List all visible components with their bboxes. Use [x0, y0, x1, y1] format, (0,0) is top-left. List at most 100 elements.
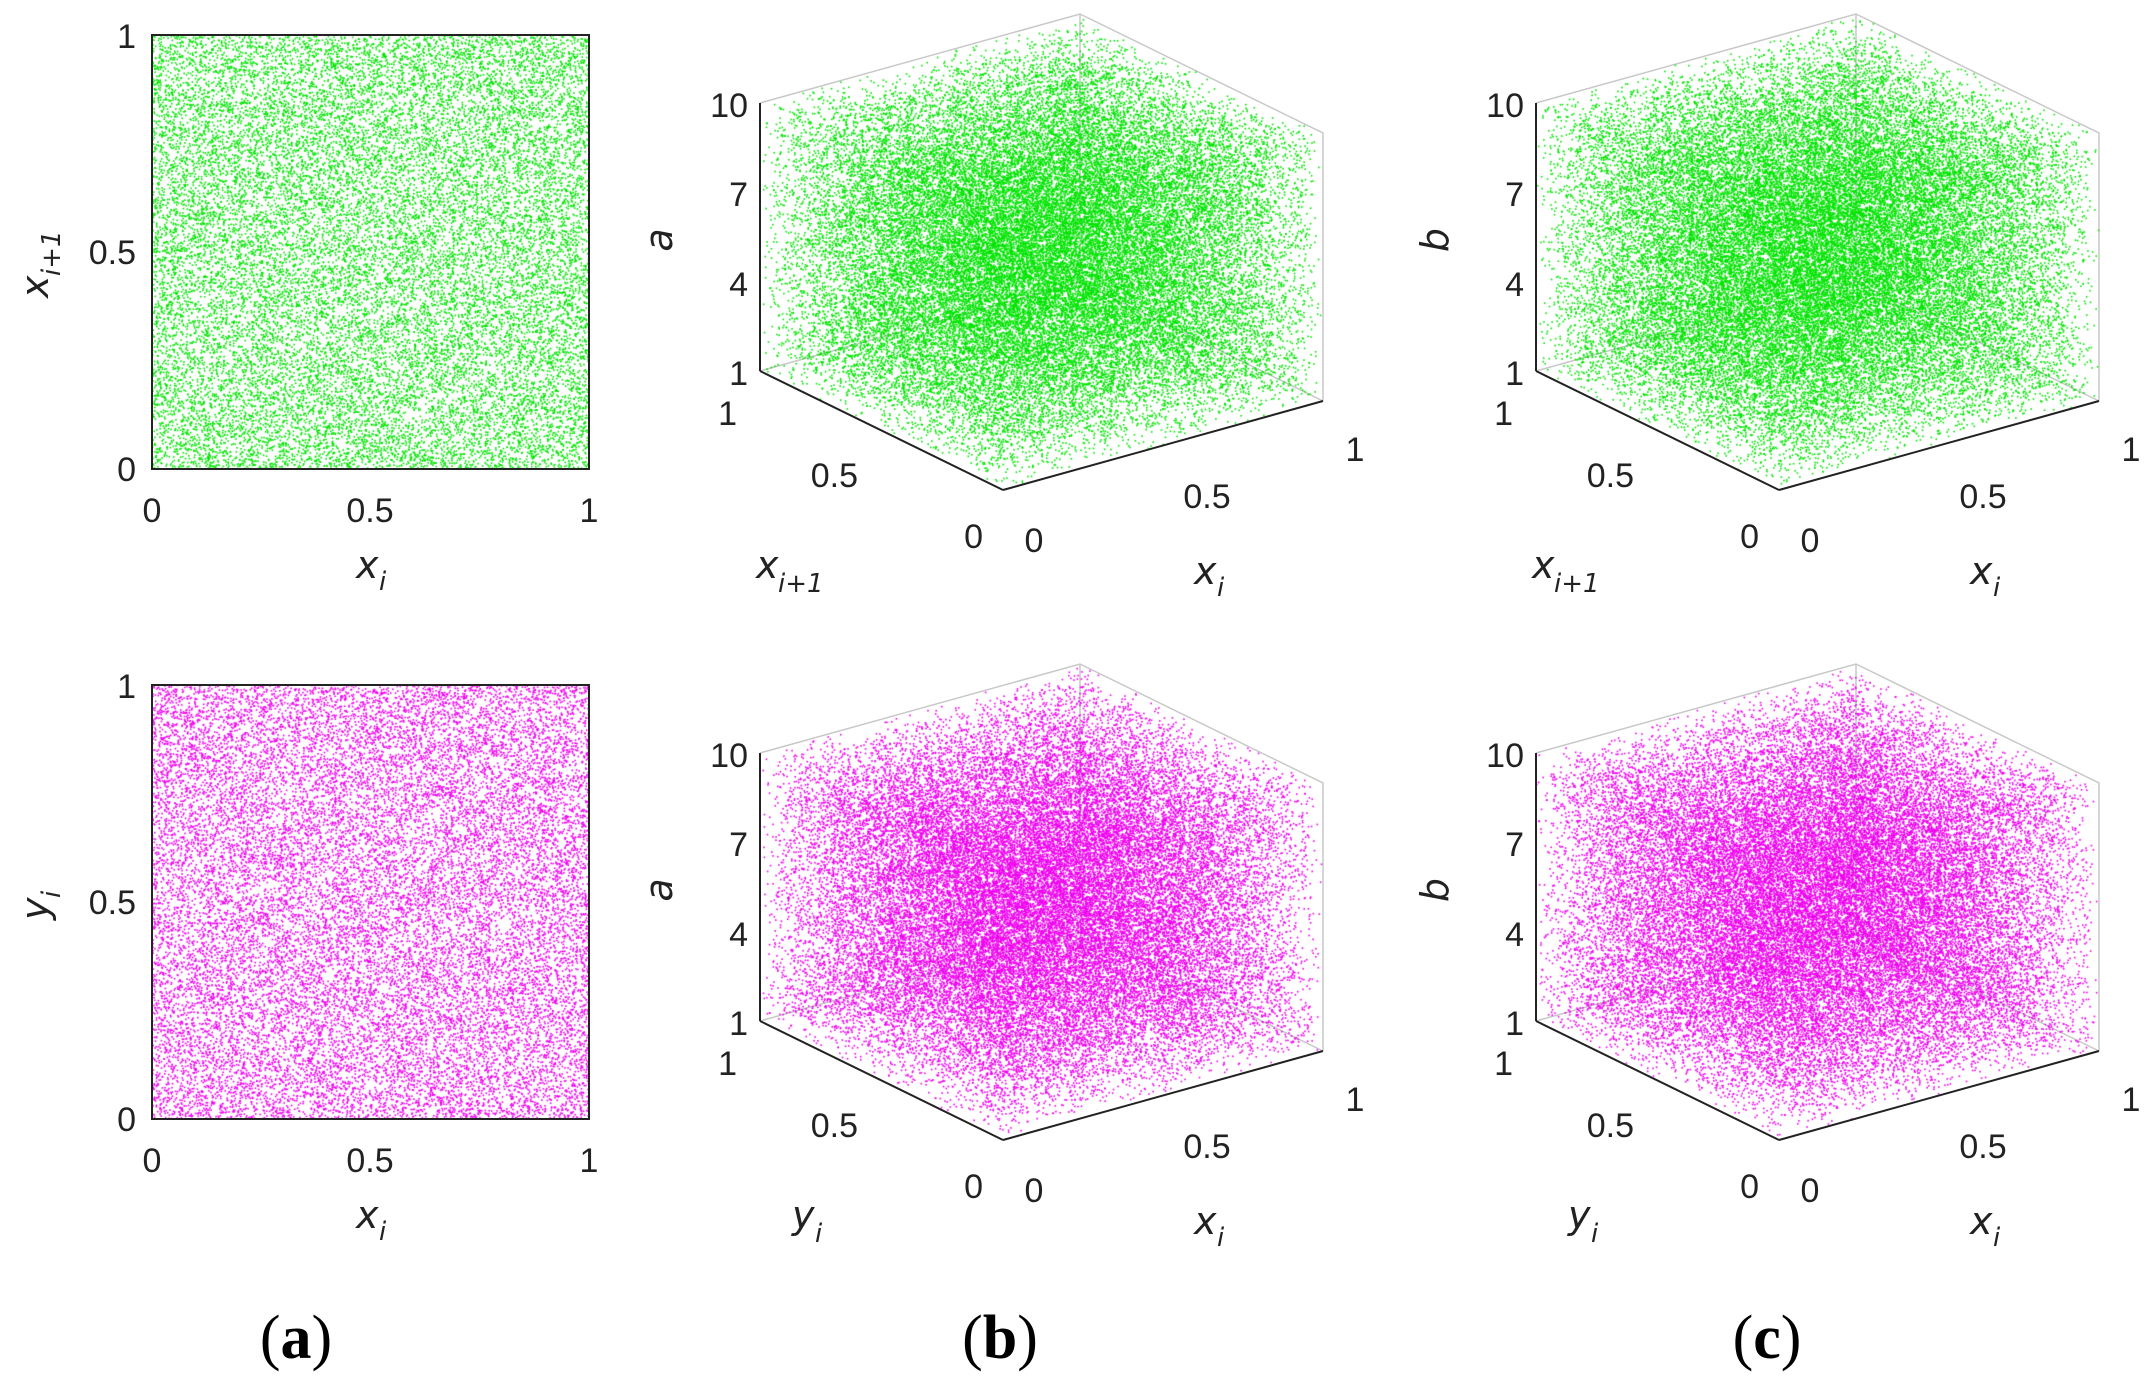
z-axis-label-main: a — [637, 228, 681, 251]
x-axis-label: x i — [355, 543, 387, 597]
x-tick-label: 0 — [1801, 1172, 1820, 1210]
z-axis-label: a — [637, 878, 681, 901]
scatter-points — [740, 650, 1340, 1160]
x-axis-label-sub: i — [379, 1217, 387, 1247]
z-axis-label: a — [637, 228, 681, 251]
z-tick-label: 7 — [1505, 176, 1524, 214]
panel-label-b: (b) — [962, 1304, 1038, 1372]
panel-label-letter: a — [281, 1304, 312, 1372]
y-axis-label-sub: i — [1591, 1219, 1599, 1249]
x-tick-label: 0.5 — [1183, 478, 1230, 516]
panel-label-open: ( — [260, 1304, 281, 1372]
x-axis-label-main: x — [1193, 1199, 1217, 1243]
subplot-b-bottom: 10 7 4 1 1 0.5 0 0 0.5 1 a y i x i — [637, 650, 1364, 1253]
panel-label-letter: b — [983, 1304, 1017, 1372]
z-tick-label: 1 — [729, 355, 748, 393]
subplot-b-top: 10 7 4 1 1 0.5 0 0 0.5 1 a x i+1 x i — [637, 0, 1364, 603]
y-tick-label: 0.5 — [89, 234, 136, 272]
axis-lines — [759, 753, 1324, 1141]
panel-label-open: ( — [1733, 1304, 1754, 1372]
y-axis-label-main: y — [791, 1193, 815, 1237]
x-axis-label-main: x — [1969, 1199, 1993, 1243]
y-axis-label-main: x — [13, 275, 57, 299]
z-axis-label: b — [1413, 878, 1457, 902]
y-tick-label: 1 — [1494, 395, 1513, 433]
x-axis-label-sub: i — [379, 567, 387, 597]
y-tick-label: 0 — [1740, 518, 1759, 556]
y-tick-label: 0 — [964, 1168, 983, 1206]
y-tick-label: 0.5 — [89, 884, 136, 922]
subplot-c-top: 10 7 4 1 1 0.5 0 0 0.5 1 b x i+1 x i — [1413, 0, 2140, 603]
axis-lines — [1535, 103, 2100, 491]
y-tick-label: 0 — [964, 518, 983, 556]
y-tick-label: 0 — [1740, 1168, 1759, 1206]
y-axis-label-sub: i+1 — [1554, 569, 1600, 599]
z-tick-label: 10 — [710, 737, 748, 775]
scatter-points — [152, 685, 589, 1119]
x-axis-label: x i — [1193, 549, 1225, 603]
z-tick-label: 10 — [710, 87, 748, 125]
panel-label-close: ) — [312, 1304, 333, 1372]
x-tick-label: 0.5 — [1959, 478, 2006, 516]
y-axis-label: x i+1 — [1531, 543, 1600, 599]
x-axis-label-main: x — [355, 543, 379, 587]
y-tick-label: 1 — [718, 395, 737, 433]
y-axis-label: y i — [791, 1193, 823, 1249]
y-axis-label-main: y — [13, 897, 57, 921]
x-axis-label-sub: i — [1217, 573, 1225, 603]
z-tick-label: 10 — [1486, 87, 1524, 125]
y-tick-label: 0 — [117, 1101, 136, 1139]
x-axis-label: x i — [1969, 549, 2001, 603]
panel-label-letter: c — [1753, 1304, 1781, 1372]
subplot-c-bottom: 10 7 4 1 1 0.5 0 0 0.5 1 b y i x i — [1413, 650, 2140, 1253]
panel-label-a: (a) — [260, 1304, 332, 1372]
y-tick-label: 0.5 — [811, 1107, 858, 1145]
z-tick-label: 10 — [1486, 737, 1524, 775]
y-tick-label: 1 — [117, 668, 136, 706]
z-axis-label-main: a — [637, 878, 681, 901]
panel-label-open: ( — [962, 1304, 983, 1372]
plot-box — [151, 684, 590, 1120]
x-axis-label-main: x — [1193, 549, 1217, 593]
x-tick-label: 0 — [1025, 1172, 1044, 1210]
axis-lines — [1535, 753, 2100, 1141]
x-tick-label: 0 — [143, 492, 162, 530]
panel-label-c: (c) — [1733, 1304, 1802, 1372]
z-tick-label: 4 — [729, 266, 748, 304]
z-tick-label: 4 — [729, 916, 748, 954]
x-tick-label: 0.5 — [346, 1142, 393, 1180]
y-axis-label-sub: i+1 — [778, 569, 824, 599]
y-tick-label: 0.5 — [811, 457, 858, 495]
z-tick-label: 1 — [1505, 355, 1524, 393]
y-axis-label-main: x — [755, 543, 779, 587]
z-tick-label: 7 — [1505, 826, 1524, 864]
z-axis-label: b — [1413, 228, 1457, 252]
y-axis-label-sub: i — [815, 1219, 823, 1249]
y-axis-label-main: y — [1567, 1193, 1591, 1237]
x-tick-label: 1 — [1346, 1081, 1365, 1119]
x-axis-label: x i — [1969, 1199, 2001, 1253]
x-axis-label-main: x — [1969, 549, 1993, 593]
scatter-points — [1516, 0, 2116, 510]
x-tick-label: 1 — [2122, 431, 2141, 469]
y-axis-label: y i — [1567, 1193, 1599, 1249]
y-axis-label: x i+1 — [755, 543, 824, 599]
x-axis-label-sub: i — [1993, 573, 2001, 603]
x-tick-label: 1 — [580, 1142, 599, 1180]
svg-text:(c): (c) — [1733, 1304, 1802, 1372]
y-tick-label: 0 — [117, 451, 136, 489]
x-axis-label-sub: i — [1993, 1223, 2001, 1253]
x-tick-label: 0 — [1025, 522, 1044, 560]
x-tick-label: 0 — [143, 1142, 162, 1180]
plot-box — [151, 34, 590, 470]
z-tick-label: 7 — [729, 176, 748, 214]
scatter-points — [152, 35, 589, 469]
x-axis-label: x i — [355, 1193, 387, 1247]
y-tick-label: 1 — [1494, 1045, 1513, 1083]
x-tick-label: 1 — [2122, 1081, 2141, 1119]
x-tick-label: 0.5 — [1183, 1128, 1230, 1166]
y-tick-label: 1 — [117, 18, 136, 56]
y-axis-label-main: x — [1531, 543, 1555, 587]
x-tick-label: 1 — [1346, 431, 1365, 469]
y-tick-label: 0.5 — [1587, 1107, 1634, 1145]
